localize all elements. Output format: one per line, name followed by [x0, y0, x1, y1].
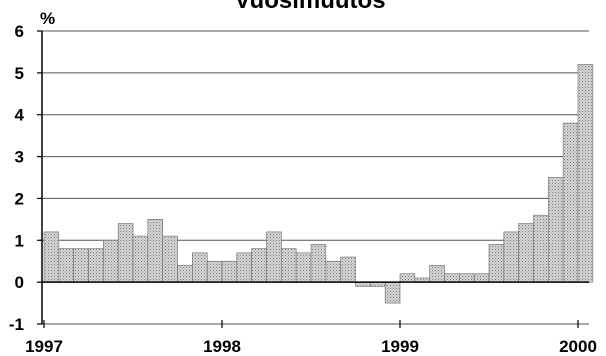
axes [41, 31, 589, 324]
bar [281, 248, 297, 283]
bar [251, 248, 267, 283]
bar [221, 260, 238, 283]
y-axis-unit-label: % [40, 9, 55, 28]
bar [73, 248, 89, 283]
bar [147, 219, 163, 283]
bar [266, 231, 282, 283]
x-axis-ticks: 1997 1998 1999 2000 [25, 320, 597, 356]
bar [459, 273, 475, 283]
y-tick-label: 2 [15, 189, 24, 208]
bar [340, 256, 356, 283]
bar [43, 231, 60, 283]
y-tick-label: 4 [15, 106, 25, 125]
y-tick-label: 5 [15, 64, 24, 83]
chart-title: Vuosimuutos [234, 0, 385, 14]
bar [236, 252, 252, 283]
y-tick-label: -1 [9, 315, 24, 334]
y-tick-label: 3 [15, 148, 24, 167]
bar [162, 235, 178, 283]
bar [132, 235, 149, 283]
y-axis-ticks: 6 5 4 3 2 1 0 -1 [9, 22, 42, 334]
bar [295, 252, 312, 283]
bar [562, 122, 579, 283]
bar [58, 248, 74, 283]
x-tick-label: 1999 [381, 337, 419, 356]
x-tick-label: 1998 [203, 337, 241, 356]
bars-group [43, 64, 594, 304]
bar [503, 231, 519, 283]
bar [384, 281, 401, 304]
bar [177, 265, 193, 283]
y-tick-label: 0 [15, 273, 24, 292]
bar [548, 177, 564, 283]
bar [88, 248, 104, 283]
bar [429, 265, 445, 283]
bar [103, 239, 119, 283]
y-tick-label: 1 [15, 231, 24, 250]
bar [473, 273, 490, 283]
bar [488, 244, 505, 283]
bar [518, 223, 534, 283]
bar [577, 64, 594, 283]
bar [117, 223, 134, 283]
bar [192, 252, 208, 283]
bar [310, 244, 327, 283]
x-tick-label: 1997 [25, 337, 63, 356]
bar [325, 260, 341, 283]
y-tick-label: 6 [15, 22, 24, 41]
x-tick-label: 2000 [559, 337, 597, 356]
bar [206, 260, 223, 283]
bar [533, 214, 549, 283]
bar [444, 273, 460, 283]
bar [399, 273, 416, 283]
